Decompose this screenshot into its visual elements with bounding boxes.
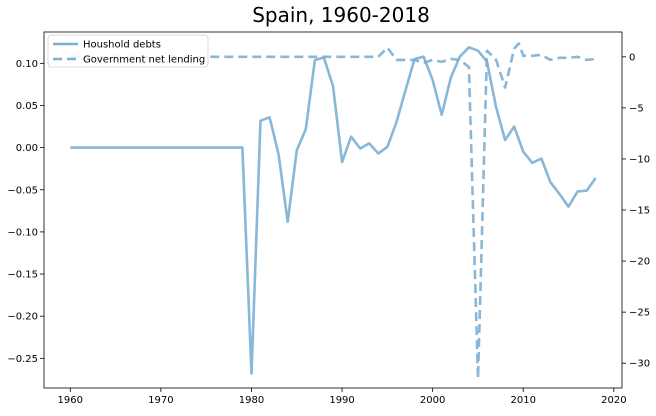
chart-title: Spain, 1960-2018	[252, 3, 430, 27]
x-tick-label: 2020	[601, 395, 626, 406]
y-right-tick-label: −30	[629, 359, 650, 370]
y-right-tick-label: −5	[629, 103, 644, 114]
legend: Houshold debts Government net lending	[47, 34, 209, 68]
y-left-tick-label: −0.10	[7, 227, 38, 238]
x-tick-label: 2010	[511, 395, 536, 406]
series-line-1	[70, 42, 596, 380]
y-right-tick-label: −15	[629, 206, 650, 217]
series-line-0	[70, 46, 597, 375]
y-left-tick-label: −0.05	[7, 185, 38, 196]
x-tick-label: 1970	[148, 395, 173, 406]
y-right-tick-label: −20	[629, 257, 650, 268]
legend-label-1: Government net lending	[83, 55, 205, 66]
y-left-tick-label: −0.15	[7, 270, 38, 281]
y-right-tick-label: −10	[629, 154, 650, 165]
x-tick-label: 2000	[420, 395, 445, 406]
x-tick-label: 1990	[329, 395, 354, 406]
y-left-tick-label: 0.10	[16, 59, 38, 70]
y-right-tick-label: 0	[629, 52, 635, 63]
y-left-tick-label: 0.05	[16, 101, 38, 112]
y-left-tick-label: 0.00	[16, 143, 38, 154]
legend-label-0: Houshold debts	[83, 40, 161, 51]
y-left-tick-label: −0.20	[7, 312, 38, 323]
y-right-tick-label: −25	[629, 308, 650, 319]
plot-area	[70, 42, 597, 380]
x-tick-label: 1960	[58, 395, 83, 406]
axes: 1960 1970 1980 1990 2000 2010 2020 0.10 0.05 0.00…	[7, 52, 650, 406]
legend-box	[47, 34, 209, 68]
x-tick-label: 1980	[239, 395, 264, 406]
y-left-tick-label: −0.25	[7, 354, 38, 365]
